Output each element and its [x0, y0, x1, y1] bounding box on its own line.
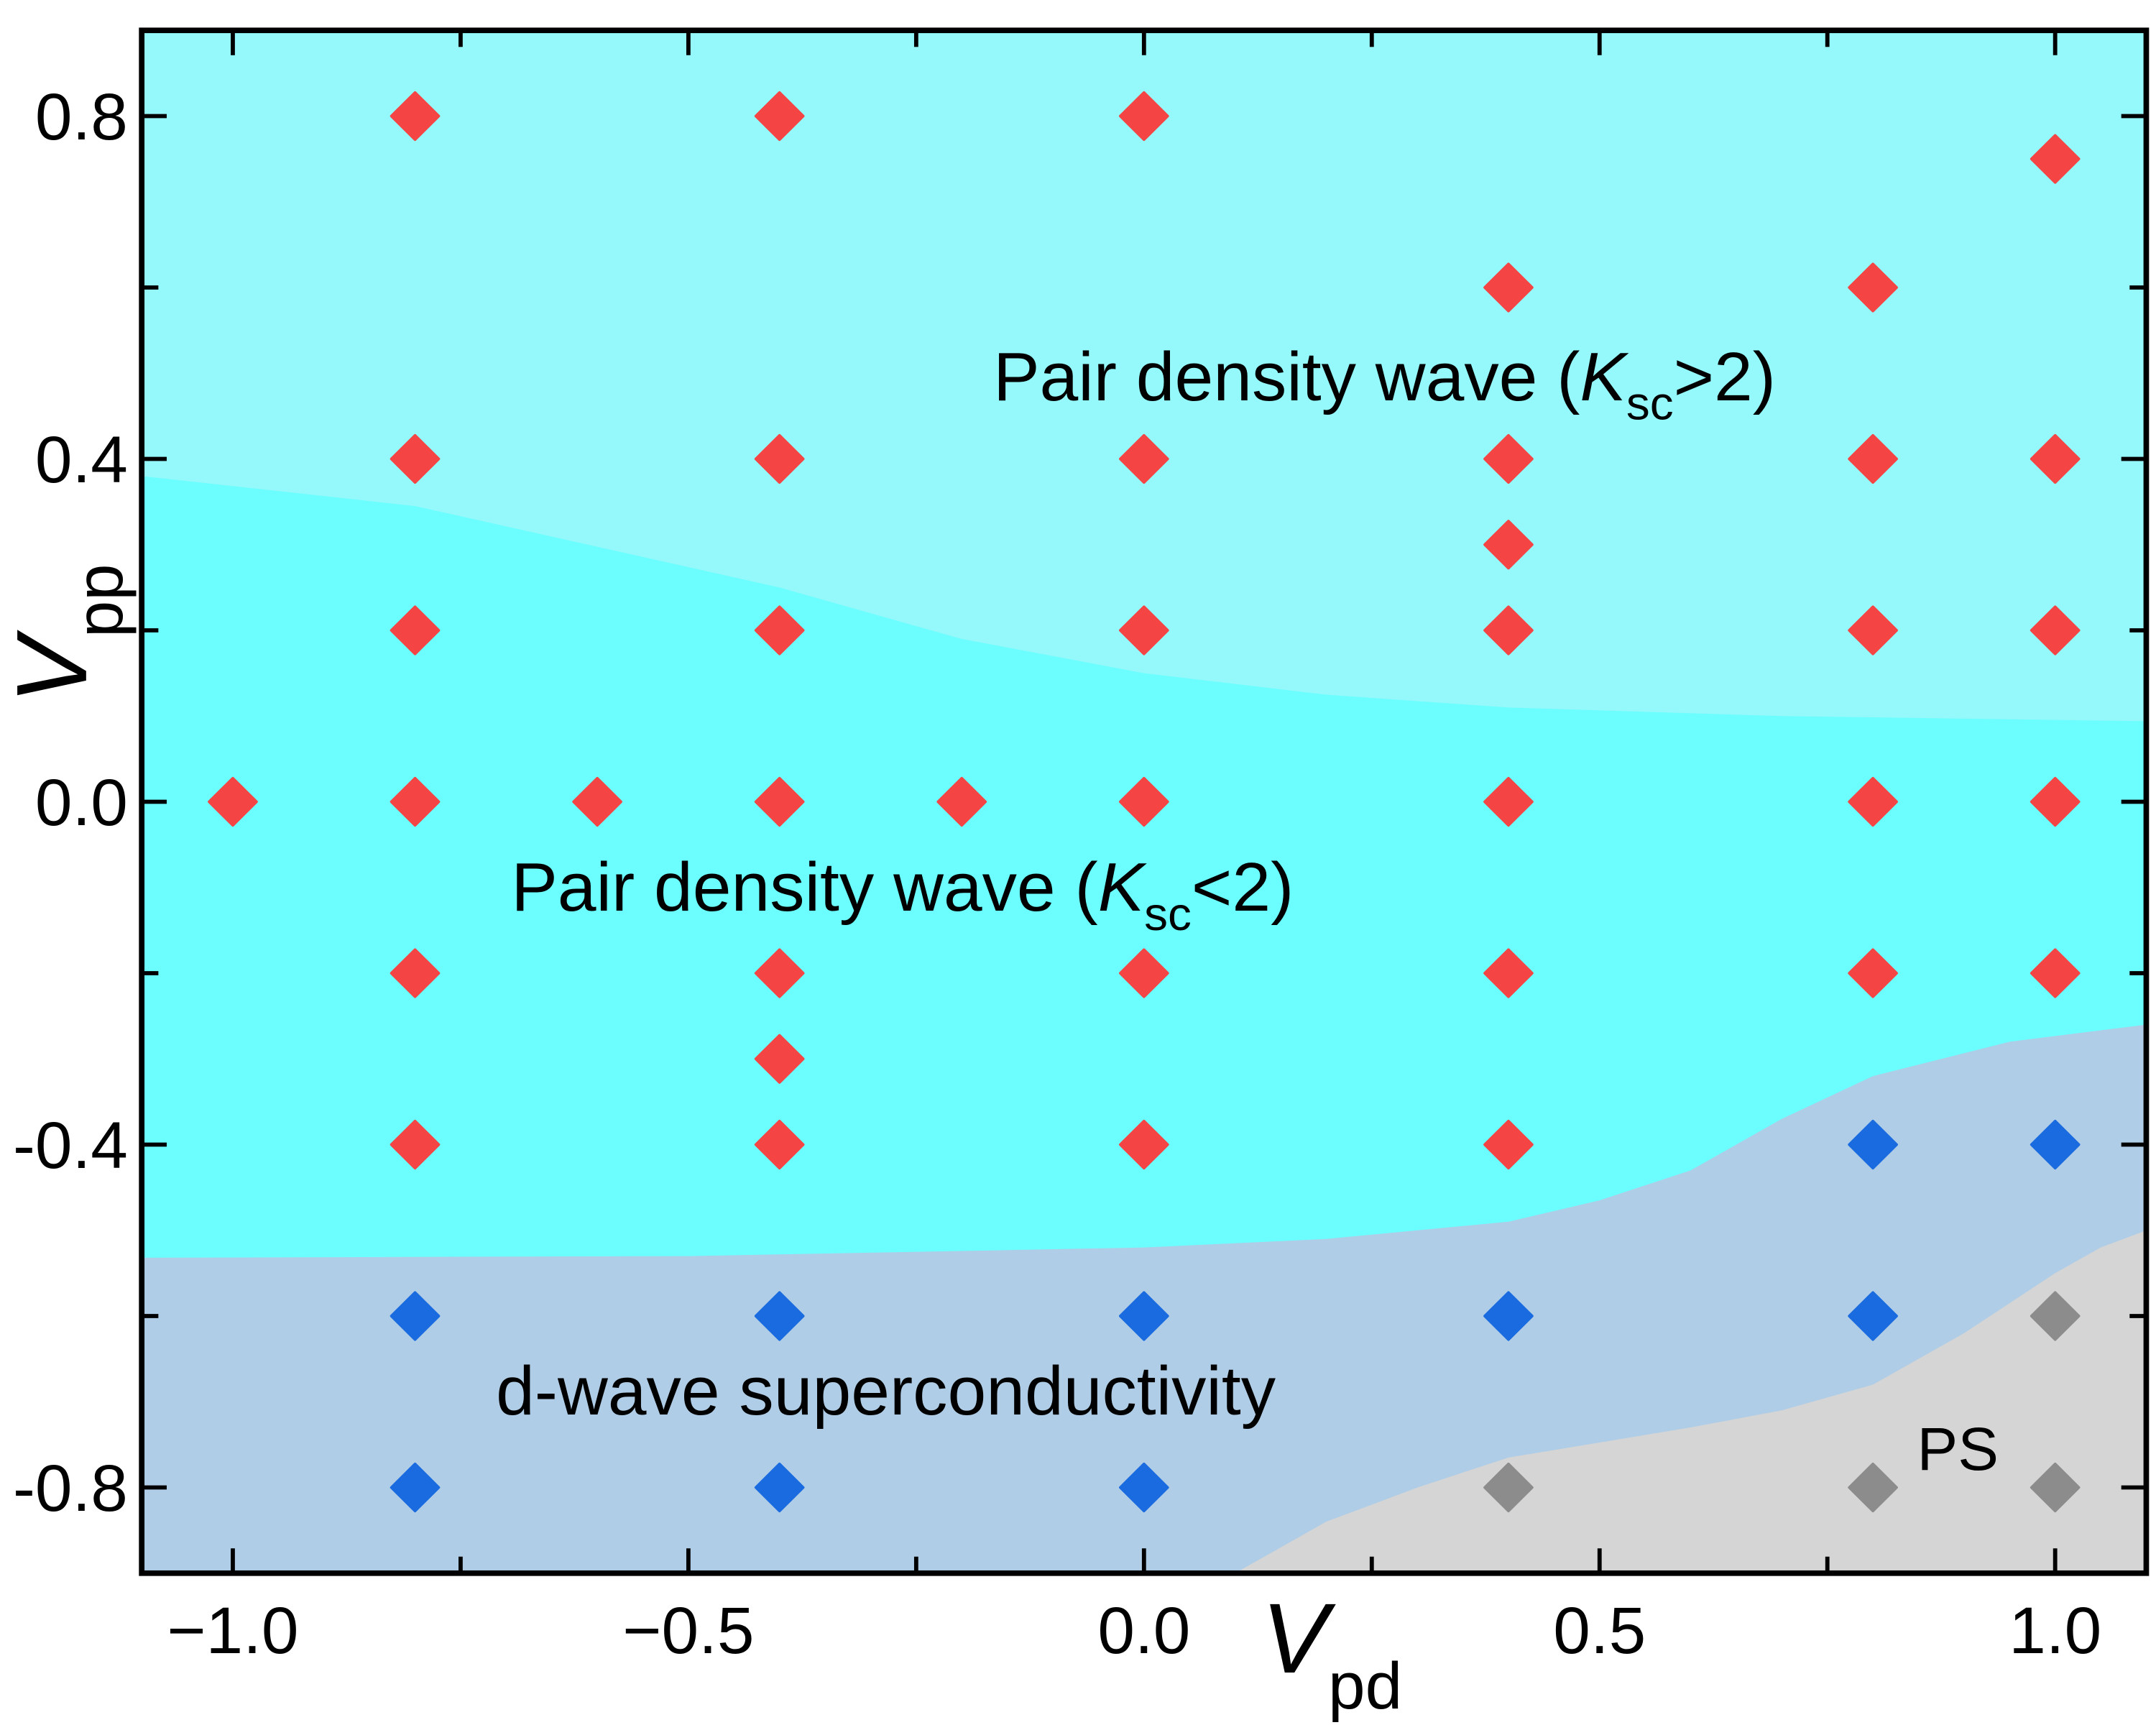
- data-point-pdw: [754, 776, 805, 827]
- data-point-pdw: [1848, 433, 1898, 484]
- data-point-pdw: [1119, 605, 1169, 656]
- data-point-pdw: [1483, 776, 1534, 827]
- data-point-pdw: [754, 948, 805, 998]
- data-point-pdw: [754, 91, 805, 142]
- data-point-pdw: [1848, 776, 1898, 827]
- data-point-pdw: [1483, 1119, 1534, 1170]
- data-point-pdw: [390, 91, 441, 142]
- data-point-pdw: [2030, 433, 2081, 484]
- data-point-pdw: [754, 605, 805, 656]
- data-point-pdw: [1848, 948, 1898, 998]
- data-point-pdw: [2030, 605, 2081, 656]
- data-point-dsc: [390, 1462, 441, 1513]
- data-point-pdw: [390, 605, 441, 656]
- data-point-dsc: [2030, 1119, 2081, 1170]
- data-point-pdw: [2030, 948, 2081, 998]
- data-point-pdw: [1483, 262, 1534, 313]
- y-tick-label: 0.4: [35, 422, 128, 497]
- x-tick-label: −0.5: [622, 1593, 754, 1668]
- x-tick-label: −1.0: [167, 1593, 298, 1668]
- region-ps: [1235, 1230, 2147, 1573]
- y-tick-label: -0.4: [13, 1108, 128, 1182]
- data-point-pdw: [1483, 605, 1534, 656]
- annotation-ps: PS: [1917, 1414, 1999, 1483]
- data-point-dsc: [754, 1291, 805, 1341]
- x-tick-label: 0.0: [1097, 1593, 1190, 1668]
- data-point-pdw: [1483, 433, 1534, 484]
- data-point-pdw: [1119, 948, 1169, 998]
- data-point-pdw: [1119, 91, 1169, 142]
- data-point-pdw: [1483, 948, 1534, 998]
- data-point-dsc: [1119, 1462, 1169, 1513]
- data-point-pdw: [390, 433, 441, 484]
- data-point-pdw: [1119, 776, 1169, 827]
- y-tick-label: 0.8: [35, 79, 128, 154]
- data-point-ps: [2030, 1291, 2081, 1341]
- plot-frame: [139, 27, 2150, 1576]
- data-point-pdw: [1848, 605, 1898, 656]
- data-point-pdw: [390, 1119, 441, 1170]
- y-axis-label: Vpp: [0, 564, 137, 704]
- data-point-pdw: [1848, 262, 1898, 313]
- annotation-pdw-gt2: Pair density wave (Ksc>2): [993, 339, 1776, 430]
- data-point-pdw: [390, 776, 441, 827]
- data-point-pdw: [2030, 776, 2081, 827]
- data-point-pdw: [754, 1034, 805, 1084]
- data-point-pdw: [1483, 520, 1534, 570]
- data-point-ps: [2030, 1462, 2081, 1513]
- data-point-dsc: [1119, 1291, 1169, 1341]
- data-point-pdw: [208, 776, 258, 827]
- data-point-dsc: [1483, 1291, 1534, 1341]
- data-point-pdw: [1119, 1119, 1169, 1170]
- data-point-pdw: [572, 776, 622, 827]
- data-point-ps: [1483, 1462, 1534, 1513]
- annotation-dsc: d-wave superconductivity: [496, 1353, 1276, 1430]
- data-point-pdw: [754, 433, 805, 484]
- data-point-pdw: [2030, 134, 2081, 184]
- x-tick-label: 1.0: [2009, 1593, 2101, 1668]
- y-tick-label: 0.0: [35, 765, 128, 840]
- data-point-dsc: [1848, 1291, 1898, 1341]
- data-point-pdw: [936, 776, 987, 827]
- data-point-pdw: [390, 948, 441, 998]
- data-point-ps: [1848, 1462, 1898, 1513]
- data-point-pdw: [754, 1119, 805, 1170]
- data-point-pdw: [1119, 433, 1169, 484]
- x-tick-label: 0.5: [1553, 1593, 1646, 1668]
- x-axis-label: Vpd: [1261, 1583, 1402, 1722]
- y-tick-label: -0.8: [13, 1450, 128, 1525]
- data-point-dsc: [390, 1291, 441, 1341]
- annotation-pdw-lt2: Pair density wave (Ksc<2): [511, 849, 1294, 940]
- data-point-dsc: [754, 1462, 805, 1513]
- data-point-dsc: [1848, 1119, 1898, 1170]
